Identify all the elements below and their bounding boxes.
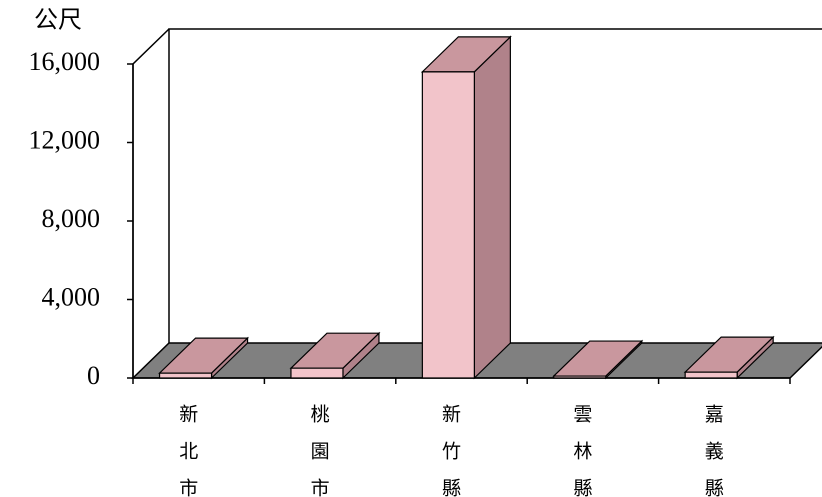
x-tick-label: 雲林縣 <box>570 404 592 497</box>
bar-front <box>684 371 738 379</box>
y-tick-label: 0 <box>87 361 100 390</box>
x-tick-label: 新竹縣 <box>439 404 461 497</box>
bar <box>683 335 775 380</box>
bar <box>158 336 250 380</box>
x-tick-label: 桃園市 <box>308 404 330 497</box>
bar-front <box>553 375 607 379</box>
y-axis-label: 公尺 <box>34 8 82 34</box>
x-tick-label: 嘉義縣 <box>702 404 724 497</box>
bar <box>552 339 644 380</box>
y-tick-label: 4,000 <box>42 282 101 311</box>
bar-front <box>421 71 475 379</box>
y-tick-label: 12,000 <box>29 125 101 154</box>
x-tick-label: 新北市 <box>176 404 198 497</box>
bar-front <box>158 372 213 379</box>
bar <box>289 331 381 380</box>
y-tick-label: 8,000 <box>42 204 101 233</box>
y-tick-label: 16,000 <box>29 47 101 76</box>
side-wall <box>132 28 170 378</box>
bar-front <box>290 367 344 379</box>
bar-side <box>473 35 511 380</box>
bar <box>420 35 512 380</box>
